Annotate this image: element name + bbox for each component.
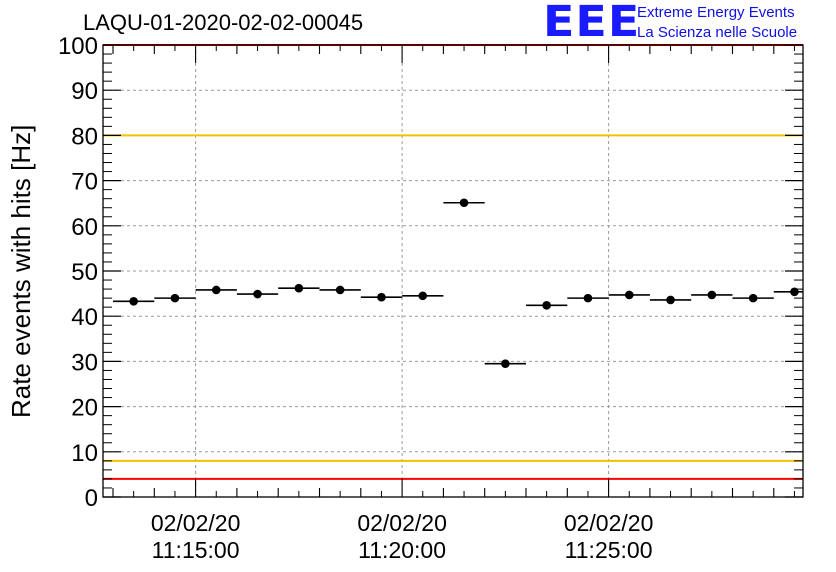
data-point: [154, 293, 196, 303]
data-marker: [707, 290, 717, 300]
data-point: [732, 293, 774, 303]
data-marker: [624, 290, 634, 300]
data-marker: [294, 283, 304, 293]
data-marker: [748, 293, 758, 303]
chart-title: LAQU-01-2020-02-02-00045: [83, 10, 364, 35]
x-tick-label-time: 11:25:00: [565, 537, 653, 563]
data-marker: [459, 198, 469, 208]
data-marker: [211, 285, 221, 295]
x-tick-label-time: 11:20:00: [358, 537, 446, 563]
grid-lines: [103, 45, 803, 497]
x-tick-label-date: 02/02/20: [357, 510, 447, 536]
y-tick-label: 10: [71, 440, 98, 467]
data-marker: [129, 296, 138, 306]
x-tick-label-time: 11:15:00: [152, 537, 240, 563]
data-point: [567, 293, 609, 303]
x-tick-labels: 02/02/2011:15:0002/02/2011:20:0002/02/20…: [151, 510, 654, 563]
x-tick-label-date: 02/02/20: [151, 510, 241, 536]
data-point: [113, 296, 155, 306]
y-tick-labels: 0 10 20 30 40 50 60 70 80 90 100: [58, 33, 98, 512]
logo-text-line-2: La Scienza nelle Scuole: [637, 24, 798, 41]
data-marker: [253, 289, 262, 299]
data-marker: [170, 293, 180, 303]
data-marker: [418, 291, 428, 301]
data-marker: [501, 359, 510, 368]
data-marker: [335, 285, 345, 295]
data-marker: [666, 295, 675, 305]
data-point: [649, 295, 692, 305]
y-tick-label: 0: [85, 485, 98, 512]
axis-ticks: [103, 44, 803, 498]
data-marker: [583, 293, 593, 303]
data-point: [236, 289, 279, 299]
data-marker: [542, 301, 551, 310]
data-point: [360, 292, 403, 302]
eee-logo: EEE: [543, 0, 641, 47]
data-point: [691, 290, 733, 300]
y-tick-label: 100: [58, 33, 98, 60]
logo-text-line-1: Extreme Energy Events: [637, 4, 795, 21]
y-tick-label: 30: [71, 349, 98, 376]
data-point: [443, 198, 485, 208]
y-tick-label: 80: [71, 123, 98, 150]
plot-frame: [102, 44, 804, 498]
data-point: [484, 359, 526, 368]
data-marker: [790, 287, 799, 297]
data-point: [278, 283, 320, 293]
x-tick-label-date: 02/02/20: [564, 510, 654, 536]
data-points: [113, 198, 803, 368]
y-axis-label: Rate events with hits [Hz]: [6, 124, 36, 418]
y-tick-label: 20: [71, 395, 98, 422]
reference-lines: [103, 44, 803, 480]
y-tick-label: 50: [71, 259, 98, 286]
data-point: [319, 285, 361, 295]
data-point: [195, 285, 237, 295]
data-point: [773, 287, 803, 297]
y-tick-label: 60: [71, 214, 98, 241]
data-point: [402, 291, 444, 301]
data-point: [608, 290, 650, 300]
data-point: [526, 301, 568, 310]
y-tick-label: 70: [71, 169, 98, 196]
data-marker: [377, 292, 386, 302]
y-tick-label: 90: [71, 78, 98, 105]
y-tick-label: 40: [71, 304, 98, 331]
